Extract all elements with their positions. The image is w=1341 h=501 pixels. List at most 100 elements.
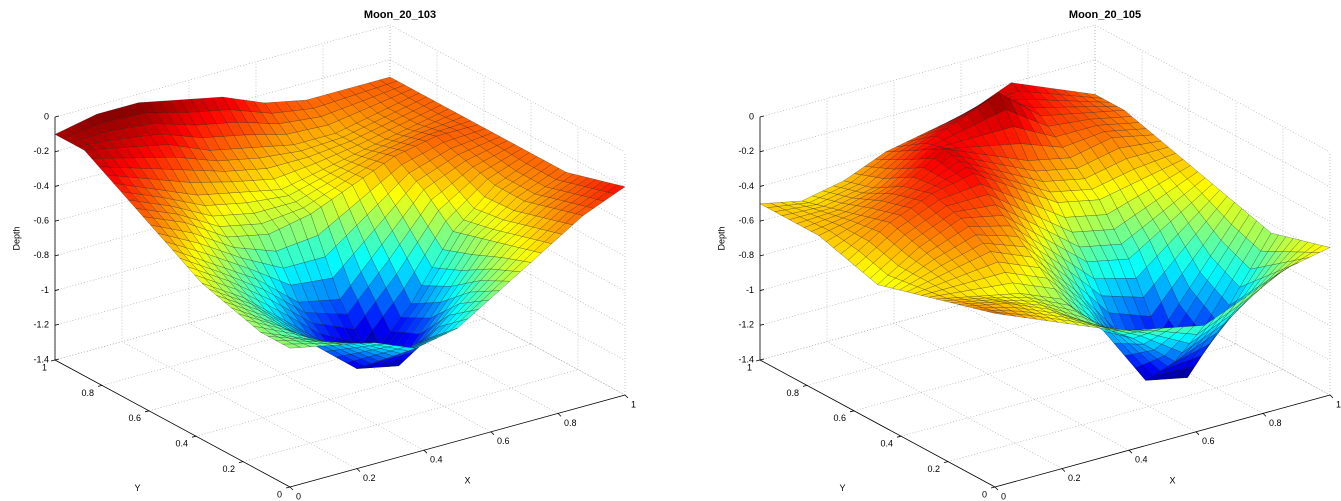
- grid-line: [389, 128, 626, 257]
- tick: [1262, 413, 1267, 417]
- grid-line: [947, 369, 1284, 462]
- y-tick-label: 0.6: [833, 413, 846, 423]
- z-tick-label: -0.8: [738, 250, 754, 260]
- tick: [289, 486, 294, 491]
- z-tick-label: -1.4: [33, 354, 49, 364]
- tick: [144, 410, 150, 413]
- grid-line: [389, 59, 626, 188]
- z-tick-label: -0.4: [738, 181, 754, 191]
- x-axis-label: X: [1169, 475, 1175, 485]
- tick: [356, 468, 361, 472]
- grid-line: [1094, 232, 1331, 361]
- tick: [54, 150, 60, 153]
- grid-line: [54, 232, 391, 326]
- grid-line: [806, 293, 1143, 386]
- grid-line: [54, 24, 391, 118]
- y-tick-label: 0.2: [222, 464, 235, 474]
- tick: [759, 150, 765, 153]
- tick: [759, 185, 765, 187]
- grid-line: [121, 341, 358, 469]
- grid-line: [101, 293, 438, 386]
- y-axis-label: Y: [839, 483, 845, 493]
- y-tick-label: 1: [42, 362, 47, 372]
- tick: [238, 461, 244, 463]
- y-tick-label: 0: [277, 489, 282, 499]
- grid-line: [54, 163, 391, 257]
- grid-line: [1094, 163, 1331, 292]
- x-tick-label: 0: [296, 491, 301, 501]
- z-tick-label: 0: [44, 111, 49, 121]
- x-tick-label: 0.4: [1135, 455, 1148, 465]
- grid-line: [1094, 198, 1331, 326]
- axis-line: [289, 394, 626, 488]
- x-tick-label: 0.2: [1068, 473, 1081, 483]
- grid-line: [1094, 128, 1331, 257]
- tick: [285, 486, 291, 489]
- grid-line: [759, 24, 1096, 118]
- tick: [624, 394, 629, 399]
- z-tick-label: -1.2: [738, 320, 754, 330]
- grid-line: [826, 341, 1063, 469]
- y-tick-label: 0.8: [81, 388, 94, 398]
- grid-line: [1094, 59, 1331, 188]
- tick: [97, 385, 103, 387]
- x-tick-label: 0.2: [363, 473, 376, 483]
- z-tick-label: -0.2: [33, 146, 49, 156]
- tick: [994, 486, 999, 491]
- x-tick-label: 1: [631, 399, 636, 409]
- tick: [54, 115, 60, 118]
- grid-line: [759, 232, 1096, 326]
- x-axis-label: X: [464, 475, 470, 485]
- x-tick-label: 0.4: [430, 455, 443, 465]
- grid-line: [389, 232, 626, 361]
- grid-line: [148, 318, 485, 412]
- x-tick-label: 0: [1001, 491, 1006, 501]
- tick: [759, 323, 765, 326]
- grid-line: [195, 343, 532, 437]
- tick: [423, 449, 428, 454]
- axis-line: [54, 359, 291, 488]
- z-tick-label: -0.4: [33, 181, 49, 191]
- tick: [54, 219, 60, 222]
- tick: [490, 431, 495, 436]
- tick: [191, 435, 197, 438]
- tick: [943, 461, 949, 463]
- surface-patch: [987, 311, 1006, 316]
- z-axis-label: Depth: [716, 226, 726, 250]
- z-axis-label: Depth: [11, 226, 21, 250]
- grid-line: [54, 267, 391, 361]
- tick: [802, 385, 808, 387]
- tick: [759, 358, 765, 361]
- grid-line: [893, 322, 1130, 451]
- z-tick-label: -0.2: [738, 146, 754, 156]
- tick: [1128, 449, 1133, 454]
- tick: [755, 359, 761, 362]
- tick: [759, 115, 765, 118]
- tick: [990, 486, 996, 489]
- grid-line: [759, 94, 1096, 187]
- axis-line: [994, 394, 1331, 488]
- y-tick-label: 0: [982, 489, 987, 499]
- grid-line: [188, 322, 425, 451]
- grid-line: [853, 318, 1190, 412]
- grid-line: [54, 198, 391, 291]
- axis-line: [759, 359, 996, 488]
- x-tick-label: 1: [1336, 399, 1341, 409]
- grid-line: [389, 163, 626, 292]
- grid-line: [759, 59, 1096, 153]
- grid-line: [242, 369, 579, 462]
- y-axis-label: Y: [134, 483, 140, 493]
- grid-line: [1094, 267, 1331, 396]
- tick: [557, 413, 562, 417]
- x-tick-label: 0.6: [497, 436, 510, 446]
- z-tick-label: -1.2: [33, 320, 49, 330]
- z-tick-label: -0.8: [33, 250, 49, 260]
- tick: [54, 185, 60, 187]
- grid-line: [759, 163, 1096, 257]
- tick: [54, 323, 60, 326]
- tick: [1329, 394, 1334, 399]
- tick: [54, 289, 60, 291]
- tick: [54, 254, 60, 257]
- grid-line: [960, 304, 1197, 433]
